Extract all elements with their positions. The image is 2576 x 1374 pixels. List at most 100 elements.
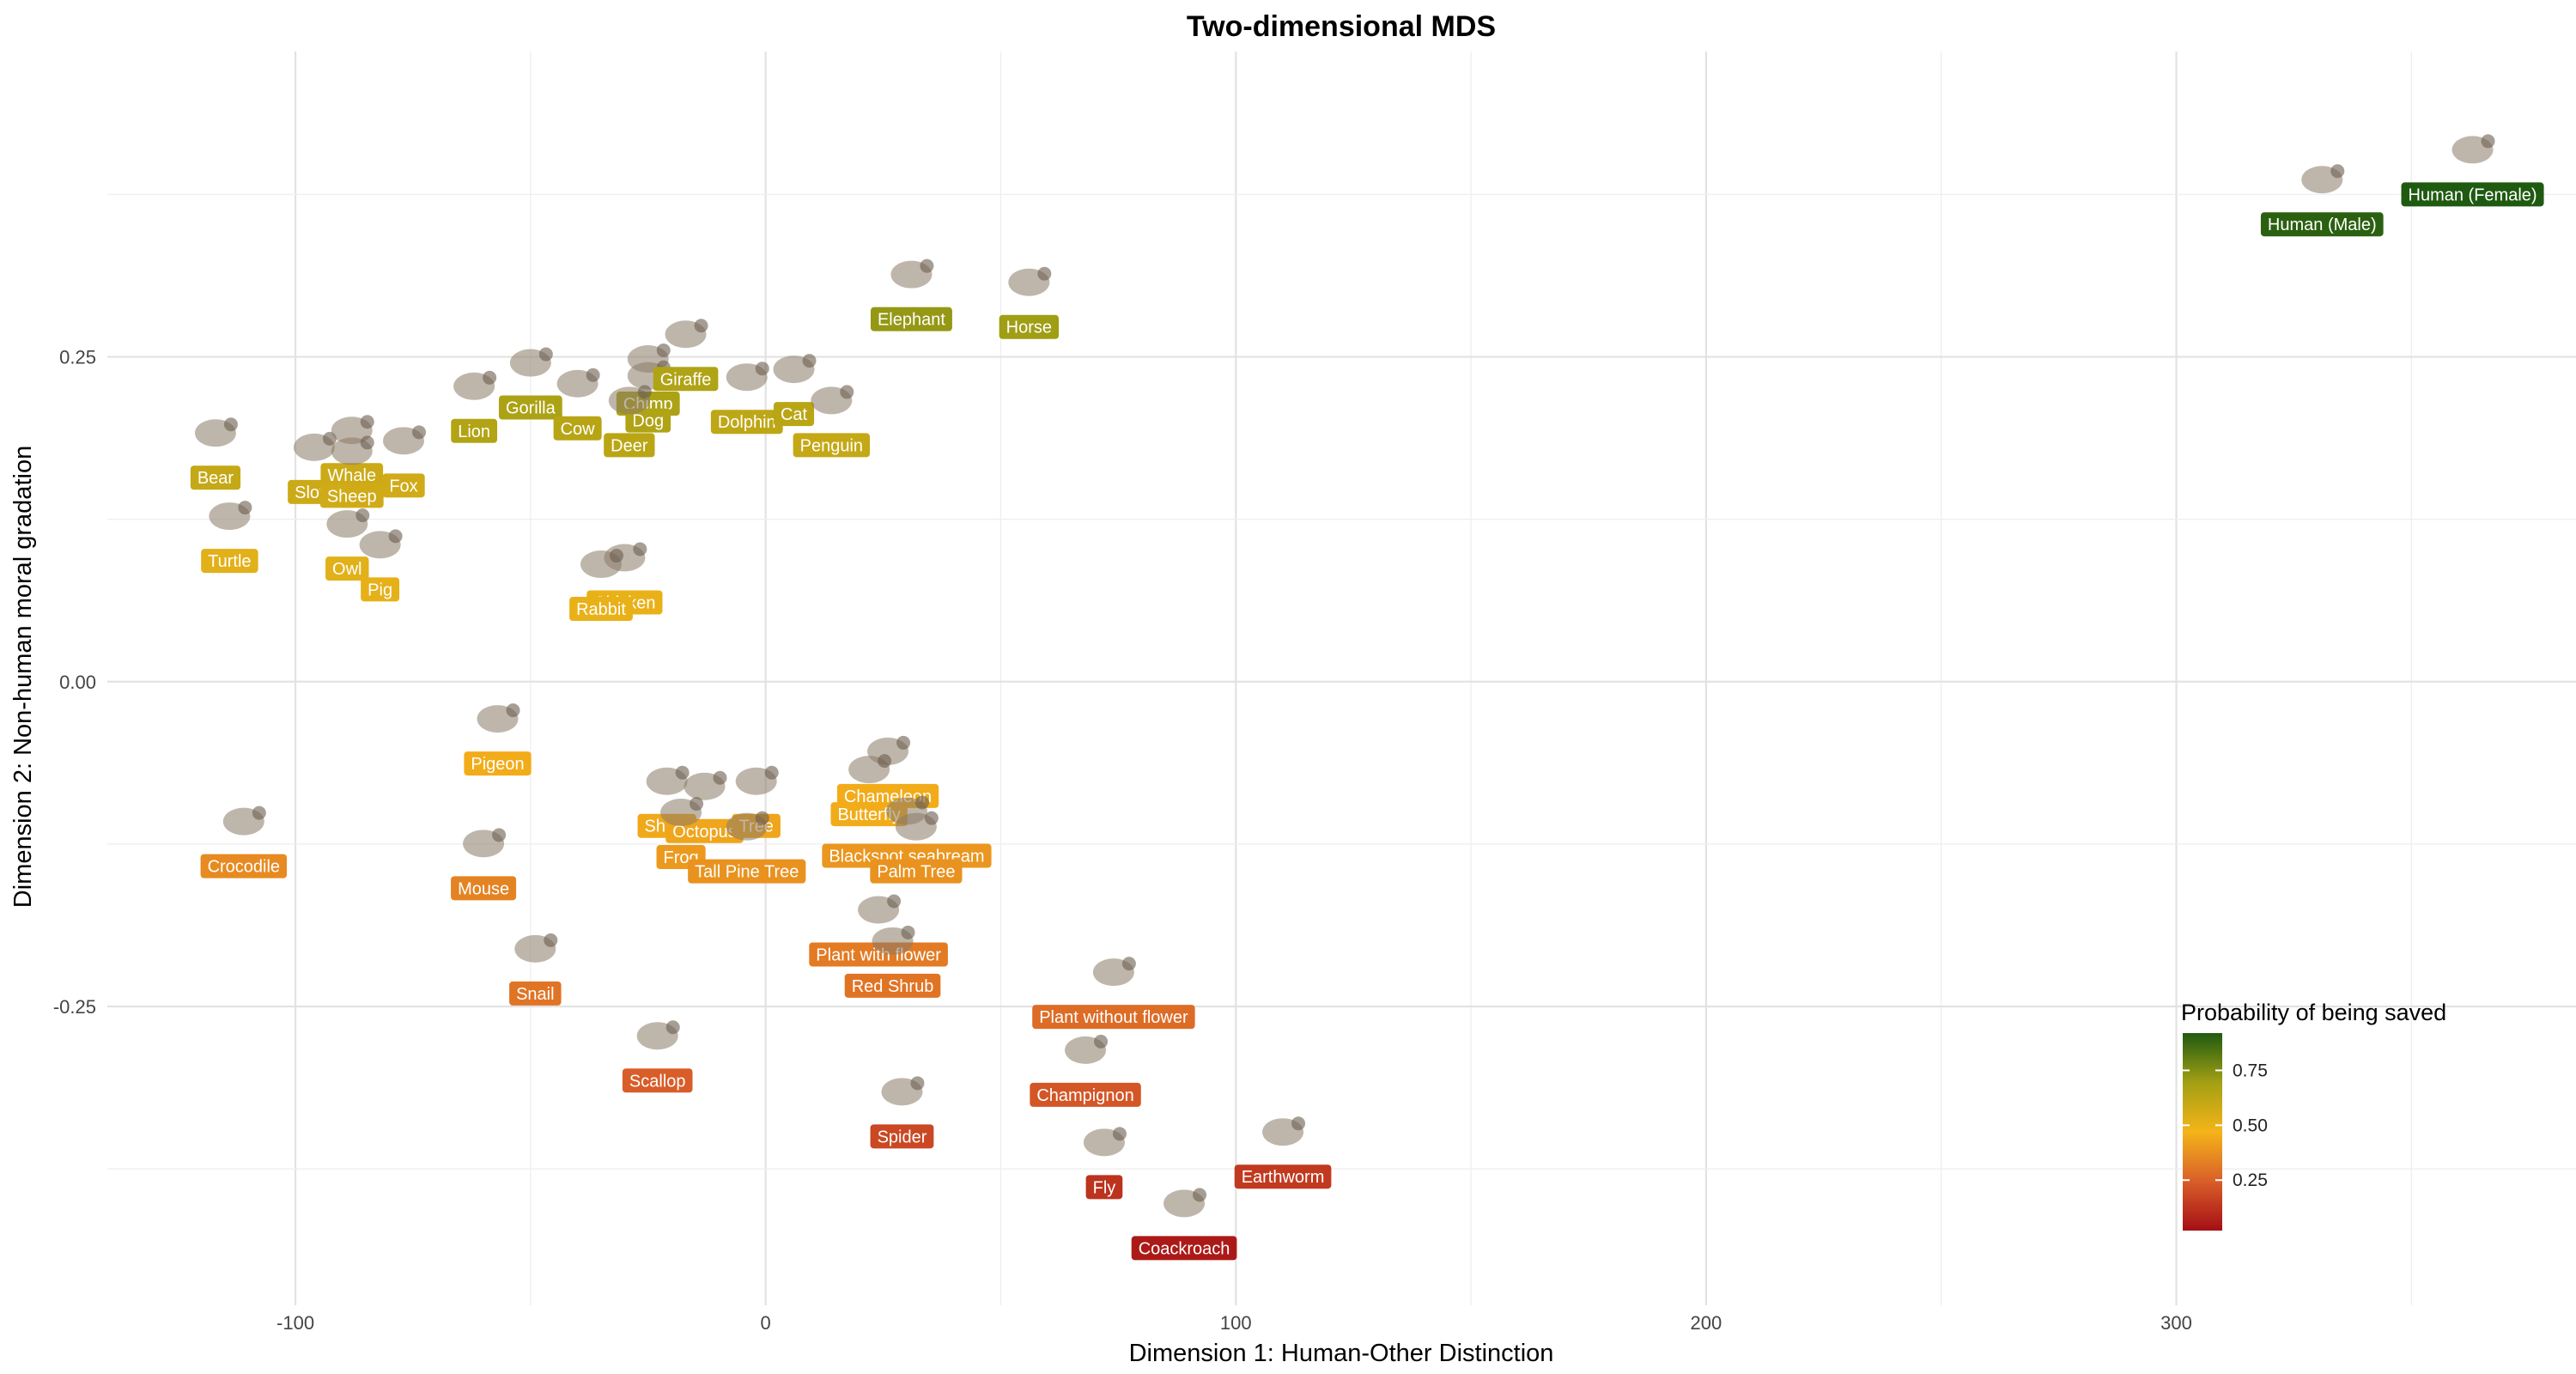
point-label-box [688,859,806,884]
point-label: Horse [1006,319,1052,337]
data-point: Turtle [201,501,258,574]
point-label-box [844,973,941,998]
data-point: Palm Tree [870,811,963,884]
cat-icon [773,354,817,384]
data-point: Butterfly [830,754,908,827]
point-label-box [622,1068,693,1093]
data-point: Dolphin [710,362,783,435]
point-label: Human (Male) [2268,216,2377,234]
point-label-box [625,408,671,433]
lion-icon [453,370,497,400]
point-label: Cow [561,420,596,439]
owl-icon [326,508,370,538]
data-point: Fox [382,425,426,498]
point-label: Owl [332,560,361,579]
penguin-icon [811,385,854,415]
point-label: Bear [197,469,234,488]
point-label: Fox [389,477,417,495]
point-label-box [190,465,241,490]
point-label: Plant with flower [816,946,941,965]
point-label-box [1032,1005,1195,1030]
point-label: Mouse [458,879,509,898]
legend-tick-label: 0.50 [2233,1116,2268,1135]
data-point: Red Shrub [844,925,941,998]
point-label-box [1030,1082,1141,1107]
fly-icon [1083,1127,1127,1157]
chart-title: Two-dimensional MDS [1187,10,1496,43]
data-point: Whale [320,415,384,488]
turtle-icon [209,501,252,531]
point-label-box [361,577,400,602]
gorilla-icon [509,347,553,377]
spider-icon [881,1076,925,1106]
point-label-box [1085,1175,1123,1200]
tree-icon [735,765,779,795]
data-point: Cat [773,354,817,427]
x-tick-label: 200 [1691,1312,1722,1334]
grass-icon [1092,957,1136,987]
data-point: Scallop [622,1020,693,1093]
cockroach-icon [1163,1188,1207,1218]
data-point: Spider [870,1076,934,1149]
legend-color-bar [2183,1033,2222,1231]
point-label: Palm Tree [877,863,955,882]
legend-tick-label: 0.75 [2233,1061,2268,1080]
point-label: Whale [327,466,376,485]
point-label-box [604,433,655,458]
data-point: Fly [1083,1127,1127,1200]
data-point: Earthworm [1234,1116,1332,1189]
data-point: Giraffe [653,319,719,392]
point-label-box [451,418,498,443]
crocodile-icon [222,806,266,836]
frog-icon [660,797,704,827]
point-label-box [870,307,952,331]
point-label: Butterfly [837,806,900,824]
pigeon-icon [477,703,520,733]
point-label-box [809,942,948,967]
snail-icon [514,933,558,963]
data-point: Cow [553,368,602,441]
y-tick-label: 0.25 [59,347,96,368]
data-point: Owl [325,508,370,581]
point-label-box [451,876,517,901]
giraffe-icon [665,319,708,349]
point-label-box [382,473,425,498]
point-label-box [870,859,963,884]
point-label: Pig [368,581,392,599]
data-point: Pigeon [464,703,532,776]
point-label-box [498,395,562,420]
x-tick-label: 100 [1220,1312,1252,1334]
point-label-box [325,556,369,581]
point-label: Sheep [327,487,377,506]
point-label: Plant without flower [1039,1008,1188,1027]
y-axis-ticks: -0.25 0.00 0.25 [53,347,96,1018]
point-label: Fly [1093,1178,1116,1197]
dolphin-icon [726,362,769,392]
sheep-icon [331,435,374,465]
point-label-box [999,314,1060,339]
point-label: Penguin [800,436,863,455]
data-point: Plant with flower [809,894,948,967]
point-label: Dolphin [718,413,776,432]
point-label: Human (Female) [2409,185,2537,204]
data-point: Crocodile [200,806,288,879]
x-tick-label: -100 [276,1312,314,1334]
color-legend: Probability of being saved 0.25 0.50 0.75 [2181,1000,2446,1231]
point-label: Earthworm [1242,1168,1325,1187]
point-label-box [2260,212,2384,237]
bear-icon [194,417,238,447]
point-label-box [509,981,562,1006]
sloth-icon [293,431,337,461]
x-axis-ticks: -100 0 100 200 300 [276,1312,2192,1334]
horse-icon [1008,266,1052,296]
pig-icon [359,529,403,559]
earthworm-icon [1262,1116,1306,1146]
point-label-box [1131,1236,1237,1261]
deer-icon [608,385,652,415]
point-label-box [320,463,384,488]
data-point: Mouse [451,828,517,901]
x-tick-label: 300 [2160,1312,2192,1334]
point-label: Dog [632,412,664,431]
legend-ticks: 0.25 0.50 0.75 [2183,1061,2268,1190]
